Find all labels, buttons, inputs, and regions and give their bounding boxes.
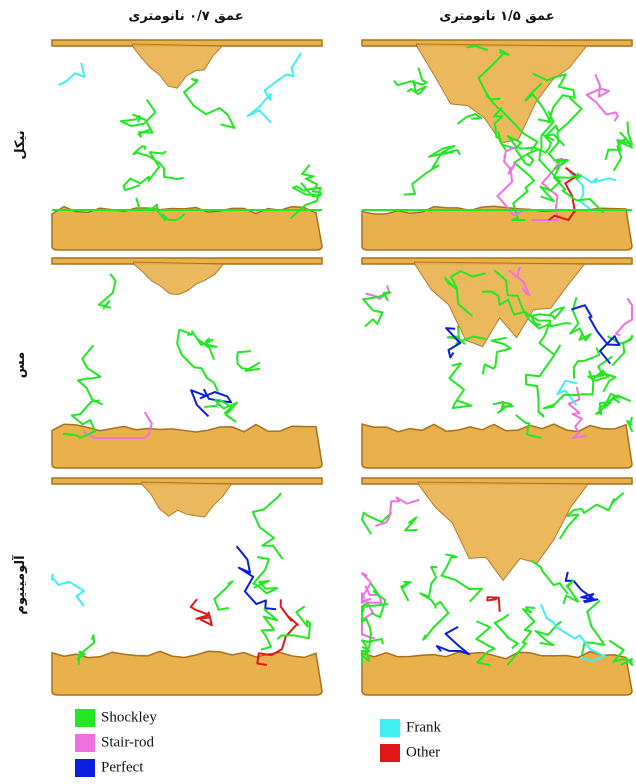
panel — [362, 478, 632, 695]
dislocation-line — [59, 63, 85, 85]
slab — [362, 424, 632, 468]
slab — [52, 424, 322, 468]
dislocation-line — [558, 381, 578, 405]
dislocation-line — [362, 512, 392, 534]
dislocation-line — [133, 146, 183, 179]
dislocation-line — [253, 557, 277, 593]
dislocation-line — [457, 114, 481, 124]
dislocation-line — [214, 581, 232, 610]
legend-label: Other — [406, 744, 440, 760]
dislocation-line — [277, 606, 310, 639]
dislocation-line — [441, 554, 482, 601]
slab — [362, 206, 632, 250]
dislocation-line — [253, 493, 283, 559]
dislocation-line — [487, 597, 499, 612]
slab — [52, 207, 322, 250]
legend-swatch — [75, 759, 95, 777]
dislocation-line — [362, 604, 388, 611]
dislocation-line — [536, 622, 562, 646]
dislocation-line — [191, 599, 212, 625]
panel — [52, 478, 322, 695]
dislocation-line — [574, 348, 600, 379]
slab — [362, 652, 632, 695]
column-header: عمق ۱/۵ نانومتری — [439, 9, 554, 24]
column-header: عمق ۰/۷ نانومتری — [128, 9, 243, 24]
dislocation-line — [544, 371, 594, 409]
void-blob — [142, 482, 232, 517]
dislocation-line — [495, 615, 518, 649]
dislocation-line — [237, 546, 277, 609]
dislocation-line — [421, 567, 438, 609]
dislocation-line — [52, 574, 84, 606]
dislocation-line — [248, 53, 301, 123]
dislocation-line — [363, 292, 390, 326]
dislocation-line — [405, 517, 417, 531]
dislocation-line — [494, 402, 513, 413]
row-label: آلومینیوم — [11, 555, 28, 615]
legend-label: Perfect — [101, 759, 144, 775]
dislocation-line — [483, 338, 511, 375]
row-label: نیکل — [13, 130, 28, 159]
dislocation-line — [78, 345, 103, 404]
panel — [362, 40, 632, 250]
dislocation-line — [437, 627, 469, 654]
dislocation-line — [539, 111, 560, 201]
dislocation-line — [554, 160, 604, 213]
legend-swatch — [75, 709, 95, 727]
dislocation-line — [587, 74, 618, 121]
dislocation-line — [627, 417, 632, 431]
legend-label: Frank — [406, 719, 441, 735]
dislocation-line — [531, 307, 564, 325]
panel — [362, 258, 632, 468]
dislocation-line — [237, 351, 260, 371]
void-blob — [418, 482, 588, 580]
legend-label: Shockley — [101, 709, 157, 725]
figure: عمق ۰/۷ نانومتری عمق ۱/۵ نانومتری نیکل م… — [0, 0, 636, 784]
dislocation-line — [449, 363, 471, 408]
dislocation-line — [99, 274, 116, 309]
dislocation-line — [401, 582, 411, 601]
dislocation-line — [570, 297, 591, 340]
dislocation-line — [571, 305, 619, 363]
legend-swatch — [380, 744, 400, 762]
dislocation-line — [124, 151, 167, 190]
dislocation-line — [261, 609, 277, 650]
legend-label: Stair-rod — [101, 734, 155, 750]
dislocation-line — [616, 298, 632, 335]
dislocation-line — [526, 345, 560, 417]
dislocation-line — [582, 601, 604, 655]
dislocation-line — [184, 79, 234, 128]
dislocation-line — [531, 561, 568, 595]
void-blob — [134, 262, 224, 295]
legend-swatch — [380, 719, 400, 737]
panel — [52, 258, 322, 468]
panel — [52, 40, 322, 250]
dislocation-line — [192, 331, 217, 360]
dislocation-line — [121, 100, 156, 127]
row-label: مس — [13, 352, 28, 378]
panels — [52, 40, 632, 695]
legend-swatch — [75, 734, 95, 752]
legend: Shockley Stair-rod Perfect Frank Other — [75, 709, 441, 777]
void-blob — [132, 44, 222, 88]
slab — [52, 651, 322, 695]
dislocation-line — [394, 68, 427, 86]
